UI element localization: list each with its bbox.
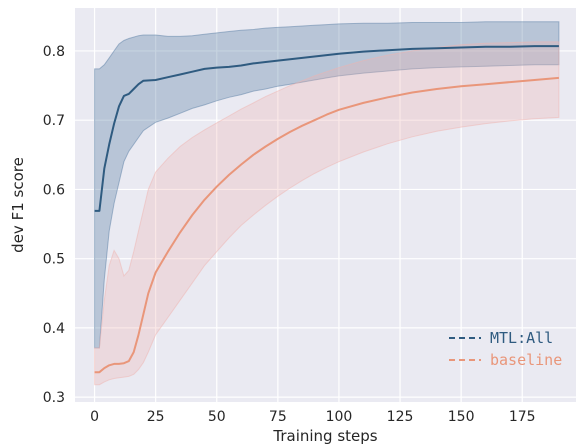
grid-lines: [75, 8, 576, 402]
series-lines: [94, 45, 559, 374]
y-tick-label: 0.4: [43, 321, 65, 337]
x-tick-label: 50: [208, 409, 226, 425]
x-tick-label: 25: [147, 409, 165, 425]
x-axis-title: Training steps: [272, 427, 377, 445]
plot-area-background: [75, 8, 576, 402]
y-tick-label: 0.6: [43, 182, 65, 198]
x-tick-label: 0: [90, 409, 99, 425]
y-tick-label: 0.8: [43, 44, 65, 60]
x-tick-label: 150: [448, 409, 475, 425]
legend-label: MTL:All: [490, 329, 553, 347]
series-line-baseline: [94, 76, 559, 374]
y-tick-label: 0.7: [43, 113, 65, 129]
x-tick-label: 75: [269, 409, 287, 425]
x-tick-label: 175: [509, 409, 536, 425]
x-tick-label: 125: [387, 409, 414, 425]
legend-label: baseline: [490, 351, 562, 369]
series-line-mtl-all: [94, 45, 559, 212]
y-tick-label: 0.5: [43, 252, 65, 268]
y-axis-title: dev F1 score: [9, 157, 27, 253]
legend: MTL:All baseline: [449, 329, 562, 369]
x-tick-label: 100: [326, 409, 353, 425]
y-tick-labels: 0.3 0.4 0.5 0.6 0.7 0.8: [43, 44, 65, 406]
y-tick-label: 0.3: [43, 390, 65, 406]
confidence-band-baseline: [94, 41, 560, 386]
x-tick-labels: 0 25 50 75 100 125 150 175: [90, 409, 536, 425]
confidence-bands: [94, 21, 560, 386]
